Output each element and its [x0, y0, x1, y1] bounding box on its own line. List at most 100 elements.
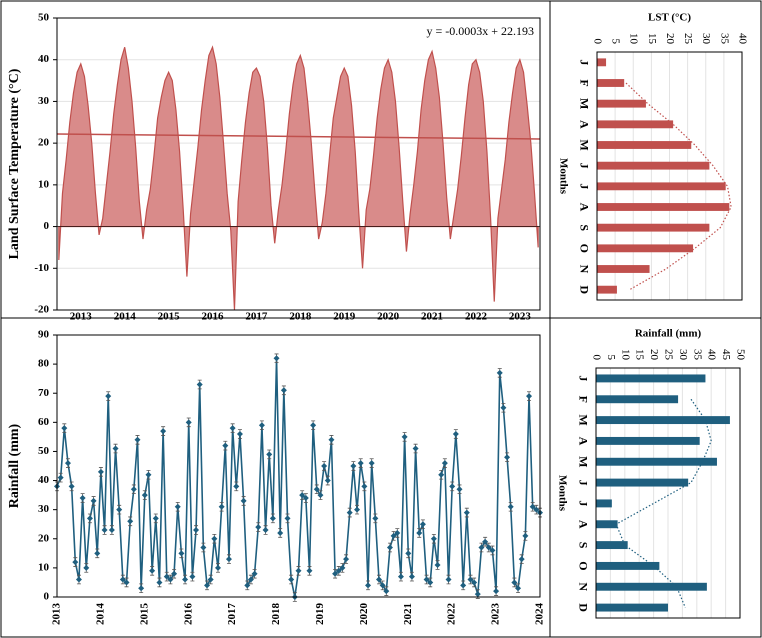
marker — [493, 588, 500, 595]
marker — [123, 579, 130, 586]
marker — [485, 544, 492, 551]
marker — [280, 387, 287, 394]
marker — [211, 535, 218, 542]
marker — [463, 509, 470, 516]
marker — [386, 544, 393, 551]
marker — [376, 576, 382, 583]
bar — [597, 161, 710, 170]
marker — [138, 585, 145, 592]
y-tick-label: A — [577, 203, 591, 212]
marker — [171, 570, 178, 577]
marker — [229, 425, 236, 432]
annotation: y = -0.0003x + 22.193 — [426, 24, 534, 38]
y-tick-label: 40 — [38, 53, 50, 65]
y-tick-label: 30 — [38, 503, 50, 515]
x-tick-label: 25 — [682, 33, 694, 45]
y-tick-label: 70 — [38, 387, 50, 399]
marker — [196, 381, 203, 388]
marker — [397, 573, 404, 580]
marker — [105, 393, 112, 400]
bar — [597, 223, 710, 232]
bar — [597, 99, 646, 108]
marker — [61, 425, 68, 432]
x-tick-label: 2020 — [377, 311, 400, 323]
x-tick-label: 2017 — [245, 311, 268, 323]
marker — [72, 559, 79, 566]
chart-title: Rainfall (mm) — [635, 328, 702, 340]
marker — [189, 573, 196, 580]
marker — [75, 576, 82, 583]
y-tick-label: 0 — [44, 220, 50, 232]
y-axis-label: Rainfall (mm) — [7, 423, 22, 508]
x-tick-label: 15 — [634, 349, 646, 361]
x-tick-label: 2019 — [333, 311, 356, 323]
y-tick-label: F — [576, 396, 590, 403]
marker — [335, 567, 342, 574]
y-tick-label: 50 — [38, 12, 50, 24]
marker — [529, 503, 536, 510]
marker — [423, 576, 430, 583]
marker — [332, 570, 339, 577]
x-tick-label: 10 — [628, 33, 640, 45]
y-tick-label: J — [577, 163, 591, 169]
x-tick-label: 15 — [646, 33, 658, 45]
marker — [408, 573, 415, 580]
x-tick-label: 2013 — [51, 603, 63, 626]
marker — [306, 567, 313, 574]
marker — [321, 463, 328, 469]
x-tick-label: 50 — [734, 349, 746, 361]
marker — [277, 529, 284, 536]
y-axis-label: Months — [557, 158, 569, 195]
marker — [193, 527, 200, 534]
marker — [130, 486, 137, 493]
x-tick-label: 45 — [720, 349, 732, 361]
marker — [163, 573, 170, 580]
bar — [596, 374, 706, 383]
x-tick-label: 2015 — [138, 603, 150, 626]
y-tick-label: -10 — [34, 262, 49, 274]
y-tick-label: 90 — [38, 329, 50, 341]
y-tick-label: 50 — [38, 445, 50, 457]
y-tick-label: N — [576, 582, 590, 591]
marker — [174, 503, 181, 510]
marker — [518, 556, 525, 563]
y-tick-label: M — [577, 98, 591, 109]
marker — [97, 468, 104, 475]
bar — [596, 395, 679, 404]
y-tick-label: A — [576, 520, 590, 529]
marker — [471, 579, 478, 586]
y-tick-label: 80 — [38, 358, 50, 370]
marker — [160, 428, 167, 435]
plot-border — [595, 367, 741, 619]
marker — [412, 445, 419, 452]
y-tick-label: O — [576, 561, 590, 570]
marker — [299, 492, 306, 499]
area — [58, 45, 539, 311]
marker — [64, 460, 71, 467]
marker — [474, 591, 481, 598]
marker — [108, 527, 115, 534]
marker — [526, 393, 533, 400]
marker — [90, 497, 97, 504]
marker — [83, 564, 90, 571]
bar — [597, 203, 730, 211]
x-tick-label: 2014 — [114, 311, 137, 323]
bar — [596, 436, 700, 445]
y-tick-label: O — [577, 244, 591, 253]
marker — [427, 579, 434, 586]
x-tick-label: 35 — [718, 33, 730, 45]
marker — [145, 471, 152, 478]
y-tick-label: M — [576, 414, 590, 425]
marker — [368, 460, 375, 467]
bar — [596, 520, 618, 529]
x-tick-label: 2013 — [70, 311, 93, 323]
x-tick-label: 2019 — [314, 603, 326, 626]
marker — [500, 404, 507, 411]
marker — [401, 433, 408, 440]
x-tick-label: 25 — [662, 349, 674, 361]
bar — [596, 416, 730, 425]
marker — [449, 483, 456, 490]
marker — [269, 515, 276, 522]
marker — [141, 492, 148, 499]
